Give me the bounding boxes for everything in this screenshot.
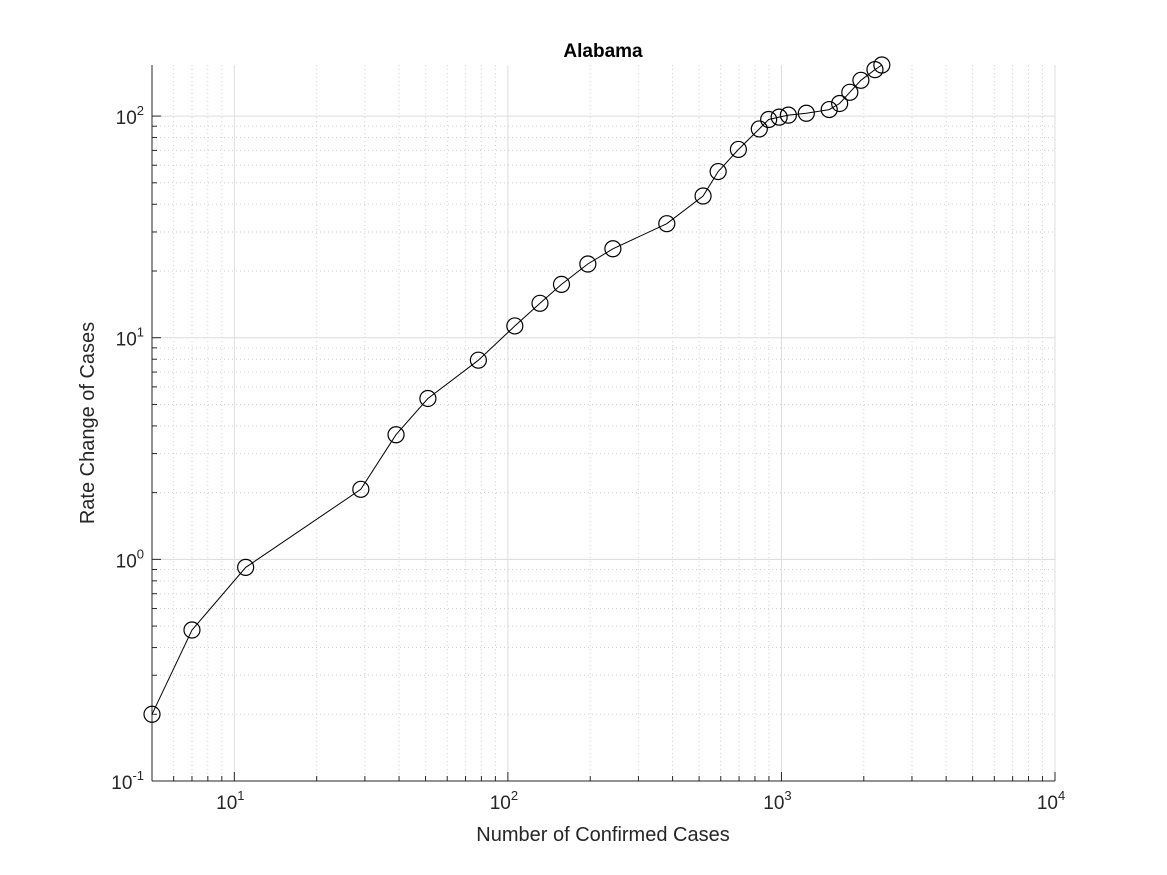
data-point [760, 110, 778, 129]
y-axis-label: Rate Change of Cases [77, 322, 99, 524]
data-point [797, 104, 815, 122]
data-point [841, 83, 859, 101]
x-tick-label: 102 [490, 788, 518, 814]
x-tick-label: 103 [763, 788, 791, 814]
data-point [852, 71, 870, 89]
y-tick-label: 102 [116, 103, 144, 129]
x-tick-label: 104 [1037, 788, 1065, 814]
data-point [143, 705, 161, 723]
data-point [770, 108, 788, 126]
data-point [709, 162, 727, 181]
y-tick-label: 10-1 [111, 768, 144, 794]
data-point [831, 94, 849, 113]
data-point [658, 215, 676, 233]
chart-title: Alabama [563, 41, 643, 62]
data-point [750, 120, 768, 138]
x-axis-label: Number of Confirmed Cases [476, 824, 729, 846]
data-series [143, 56, 891, 723]
y-tick-label: 101 [116, 325, 144, 351]
data-point [552, 275, 571, 294]
data-point [531, 294, 549, 312]
data-point [352, 480, 370, 498]
data-point [506, 317, 524, 335]
data-point [469, 351, 487, 369]
data-point [579, 255, 597, 273]
data-point [387, 426, 405, 444]
plot-background [152, 65, 1055, 781]
axes: 101 102 103 104 10-1 100 101 102 [111, 65, 1065, 814]
data-point [729, 140, 747, 159]
data-point [419, 389, 437, 408]
data-point [237, 558, 255, 576]
data-point [604, 240, 622, 258]
x-tick-label: 101 [216, 788, 244, 814]
y-tick-label: 100 [116, 546, 144, 572]
data-point [183, 621, 201, 639]
data-point [779, 106, 797, 124]
data-point [873, 56, 891, 74]
data-point [820, 100, 838, 119]
data-point [694, 187, 712, 205]
